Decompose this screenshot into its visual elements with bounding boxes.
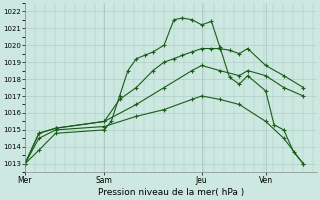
- X-axis label: Pression niveau de la mer( hPa ): Pression niveau de la mer( hPa ): [98, 188, 244, 197]
